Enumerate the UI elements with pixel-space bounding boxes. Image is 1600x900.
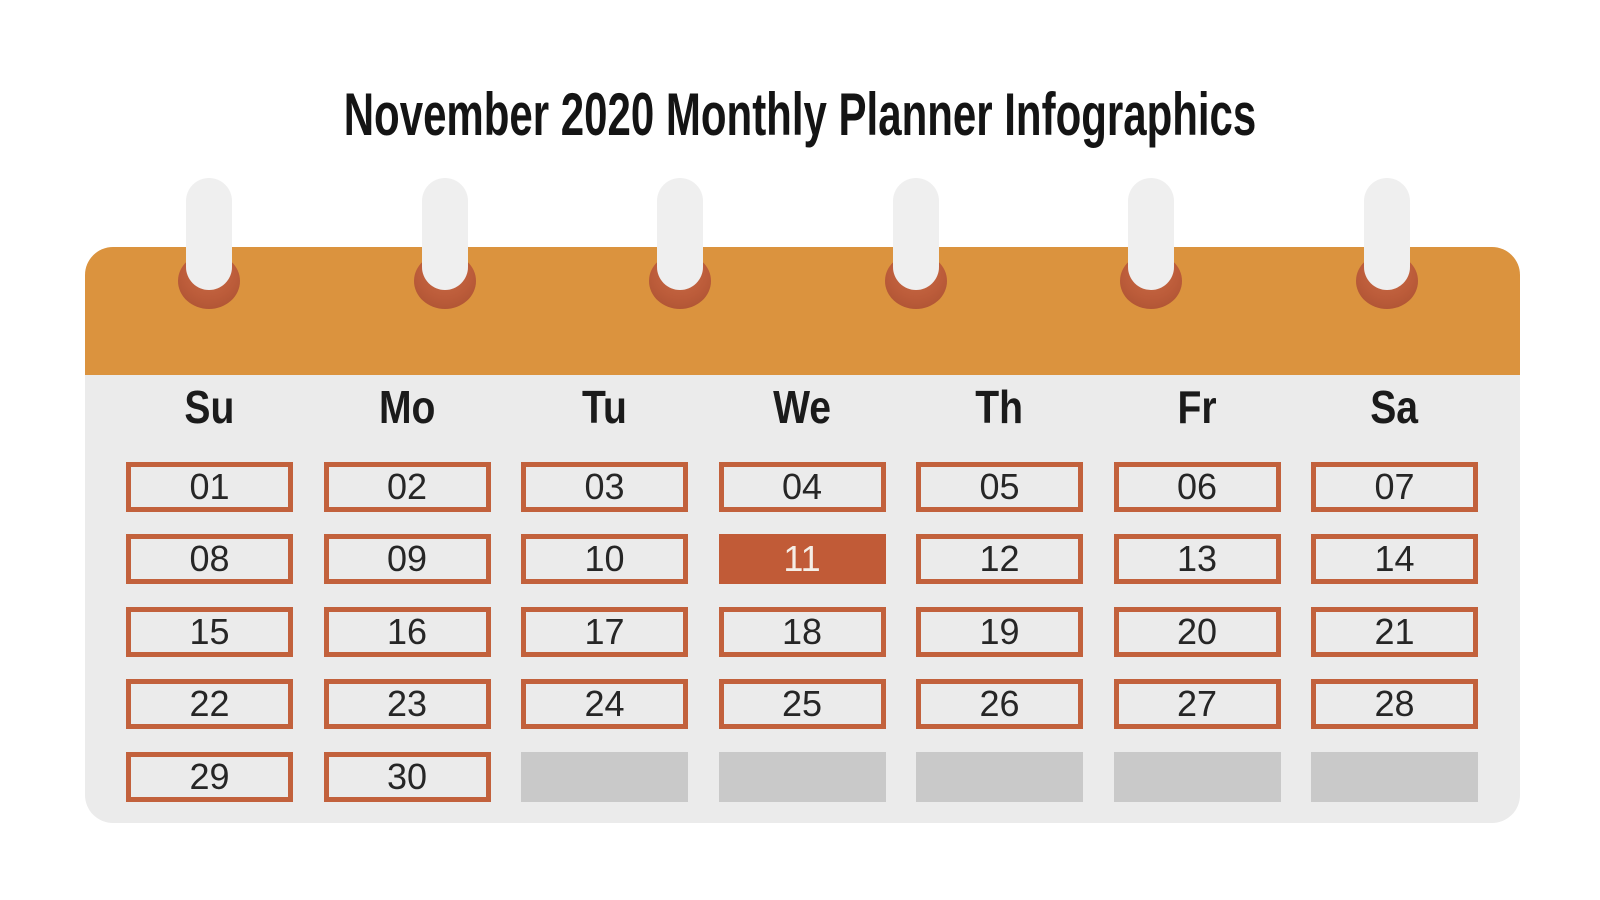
day-cell[interactable]: 04 xyxy=(718,461,886,512)
day-cell[interactable]: 26 xyxy=(916,679,1083,729)
day-cell[interactable]: 18 xyxy=(718,606,886,657)
day-cell[interactable]: 24 xyxy=(521,679,688,729)
ring-pin xyxy=(1364,178,1410,290)
day-cell[interactable]: 16 xyxy=(323,606,491,657)
empty-cell xyxy=(1311,751,1478,802)
empty-cell xyxy=(521,751,688,802)
day-header-tu: Tu xyxy=(582,381,627,433)
day-cell[interactable]: 13 xyxy=(1113,534,1281,584)
highlighted-day-cell[interactable]: 11 xyxy=(718,534,886,584)
ring-pin xyxy=(1128,178,1174,290)
day-cell[interactable]: 17 xyxy=(521,606,688,657)
day-cell[interactable]: 19 xyxy=(916,606,1083,657)
day-cell[interactable]: 20 xyxy=(1113,606,1281,657)
empty-cell xyxy=(718,751,886,802)
calendar-body: Su Mo Tu We Th Fr Sa 01 02 03 04 05 06 0… xyxy=(85,375,1520,823)
day-cell[interactable]: 06 xyxy=(1113,461,1281,512)
day-header-th: Th xyxy=(975,381,1024,433)
day-header-fr: Fr xyxy=(1177,381,1217,433)
ring-pin xyxy=(657,178,703,290)
day-cell[interactable]: 09 xyxy=(323,534,491,584)
day-cell[interactable]: 01 xyxy=(126,461,293,512)
day-cell[interactable]: 14 xyxy=(1311,534,1478,584)
day-header-mo: Mo xyxy=(378,381,436,433)
day-cell[interactable]: 15 xyxy=(126,606,293,657)
day-cell[interactable]: 27 xyxy=(1113,679,1281,729)
empty-cell xyxy=(1113,751,1281,802)
ring-pin xyxy=(422,178,468,290)
empty-cell xyxy=(916,751,1083,802)
day-cell[interactable]: 22 xyxy=(126,679,293,729)
calendar: Su Mo Tu We Th Fr Sa 01 02 03 04 05 06 0… xyxy=(85,178,1520,823)
day-cell[interactable]: 08 xyxy=(126,534,293,584)
day-cell[interactable]: 29 xyxy=(126,751,293,802)
ring-pin xyxy=(893,178,939,290)
day-cell[interactable]: 23 xyxy=(323,679,491,729)
day-cell[interactable]: 21 xyxy=(1311,606,1478,657)
calendar-header-bar xyxy=(85,247,1520,375)
day-cell[interactable]: 07 xyxy=(1311,461,1478,512)
page-title: November 2020 Monthly Planner Infographi… xyxy=(343,81,1257,148)
day-cell[interactable]: 02 xyxy=(323,461,491,512)
day-header-sa: Sa xyxy=(1370,381,1419,433)
day-cell[interactable]: 05 xyxy=(916,461,1083,512)
day-cell[interactable]: 30 xyxy=(323,751,491,802)
day-cell[interactable]: 12 xyxy=(916,534,1083,584)
day-header-su: Su xyxy=(184,381,235,433)
day-cell[interactable]: 25 xyxy=(718,679,886,729)
day-header-we: We xyxy=(773,381,831,433)
calendar-grid: Su Mo Tu We Th Fr Sa 01 02 03 04 05 06 0… xyxy=(85,375,1520,802)
day-cell[interactable]: 03 xyxy=(521,461,688,512)
day-cell[interactable]: 28 xyxy=(1311,679,1478,729)
day-cell[interactable]: 10 xyxy=(521,534,688,584)
ring-pin xyxy=(186,178,232,290)
